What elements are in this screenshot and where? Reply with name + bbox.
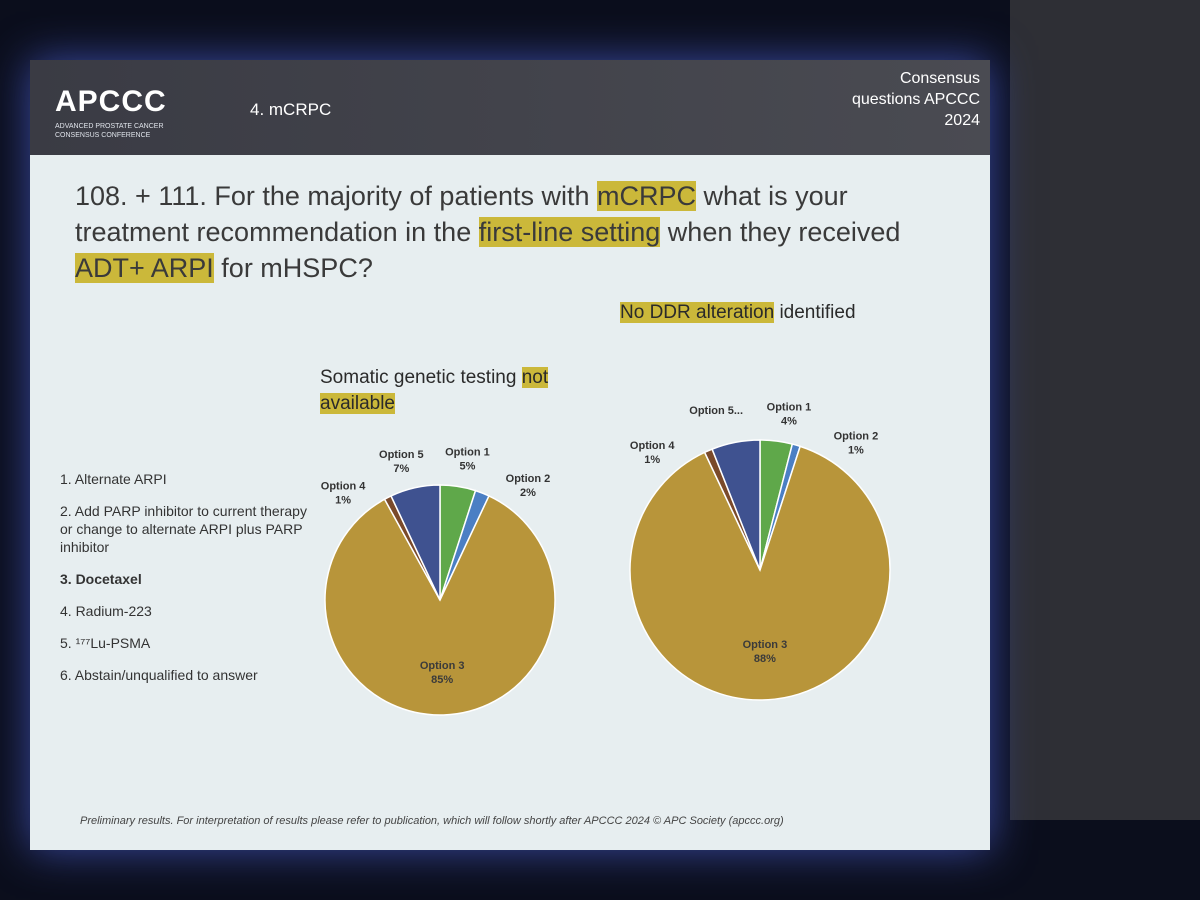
category-label: Option 5 bbox=[379, 449, 424, 461]
logo-subtitle: ADVANCED PROSTATE CANCER CONSENSUS CONFE… bbox=[55, 123, 164, 139]
section-title: 4. mCRPC bbox=[250, 100, 332, 119]
category-label: Option 3 bbox=[420, 660, 465, 672]
value-label: 1% bbox=[335, 494, 351, 506]
option-item: 5. ¹⁷⁷Lu-PSMA bbox=[60, 635, 151, 651]
option-item: 4. Radium-223 bbox=[60, 603, 152, 619]
text: what is your treatment recommendation in… bbox=[75, 181, 848, 247]
value-label: 2% bbox=[520, 487, 536, 499]
pie-slice bbox=[711, 439, 761, 571]
text: Somatic genetic testing bbox=[320, 367, 522, 388]
options-list: 1. Alternate ARPI 2. Add PARP inhibitor t… bbox=[60, 470, 310, 698]
pie-chart: Option 1 4% Option 2 1% Option 3 88% Option 4 1… bbox=[629, 402, 891, 701]
text: for mHSPC? bbox=[213, 253, 373, 283]
category-label: Option 3 bbox=[743, 639, 788, 651]
data-label: Option 2 1% bbox=[834, 430, 879, 456]
data-label: Option 3 88% bbox=[743, 639, 788, 665]
value-label: 4% bbox=[781, 416, 797, 428]
pie-slice bbox=[390, 484, 441, 601]
logo: APCCC bbox=[55, 85, 167, 118]
data-label: Option 5 7% bbox=[379, 449, 424, 475]
category-label: Option 2 bbox=[506, 473, 551, 485]
value-label: 88% bbox=[754, 653, 776, 665]
option-item: 3. Docetaxel bbox=[60, 571, 142, 587]
data-label: Option 5... bbox=[689, 405, 743, 417]
highlighted-text: No DDR alteration bbox=[620, 302, 775, 323]
header-bar bbox=[30, 60, 990, 155]
highlighted-text: first-line setting bbox=[478, 217, 661, 247]
category-label: Option 4 bbox=[630, 440, 675, 452]
text: 108. + 111. For the majority of patients… bbox=[75, 181, 598, 211]
category-label: Option 1 bbox=[767, 402, 812, 414]
category-label: Option 5... bbox=[689, 405, 743, 417]
question: 108. + 111. For the majority of patients… bbox=[75, 178, 955, 286]
text: when they received bbox=[660, 217, 901, 247]
data-label: Option 3 85% bbox=[420, 660, 465, 686]
side-panel bbox=[1010, 0, 1200, 820]
value-label: 85% bbox=[431, 674, 453, 686]
chart-title: Somatic genetic testing not available bbox=[320, 365, 550, 417]
option-item: 1. Alternate ARPI bbox=[60, 471, 167, 487]
value-label: 1% bbox=[848, 444, 864, 456]
pie-slice bbox=[324, 494, 556, 716]
data-label: Option 2 2% bbox=[506, 473, 551, 499]
value-label: 1% bbox=[644, 454, 660, 466]
option-item: 6. Abstain/unqualified to answer bbox=[60, 667, 258, 683]
value-label: 7% bbox=[393, 463, 409, 475]
pie-slice bbox=[629, 445, 891, 701]
category-label: Option 4 bbox=[321, 480, 366, 492]
highlighted-text: ADT+ ARPI bbox=[75, 253, 214, 283]
category-label: Option 2 bbox=[834, 430, 879, 442]
footer: Preliminary results. For interpretation … bbox=[80, 815, 784, 827]
slide bbox=[30, 60, 990, 850]
data-label: Option 4 1% bbox=[630, 440, 675, 466]
data-label: Option 4 1% bbox=[321, 480, 366, 506]
data-label: Option 1 5% bbox=[445, 447, 490, 473]
header-tag: Consensus questions APCCC 2024 bbox=[851, 70, 980, 129]
data-label: Option 1 4% bbox=[767, 402, 812, 428]
value-label: 5% bbox=[459, 461, 475, 473]
category-label: Option 1 bbox=[445, 447, 490, 459]
pie-chart: Option 1 5% Option 2 2% Option 3 85% Option 4 1… bbox=[321, 447, 556, 716]
option-item: 2. Add PARP inhibitor to current therapy… bbox=[60, 503, 307, 555]
chart-title: No DDR alteration identified bbox=[620, 300, 920, 326]
text: identified bbox=[774, 302, 856, 323]
highlighted-text: mCRPC bbox=[597, 181, 697, 211]
